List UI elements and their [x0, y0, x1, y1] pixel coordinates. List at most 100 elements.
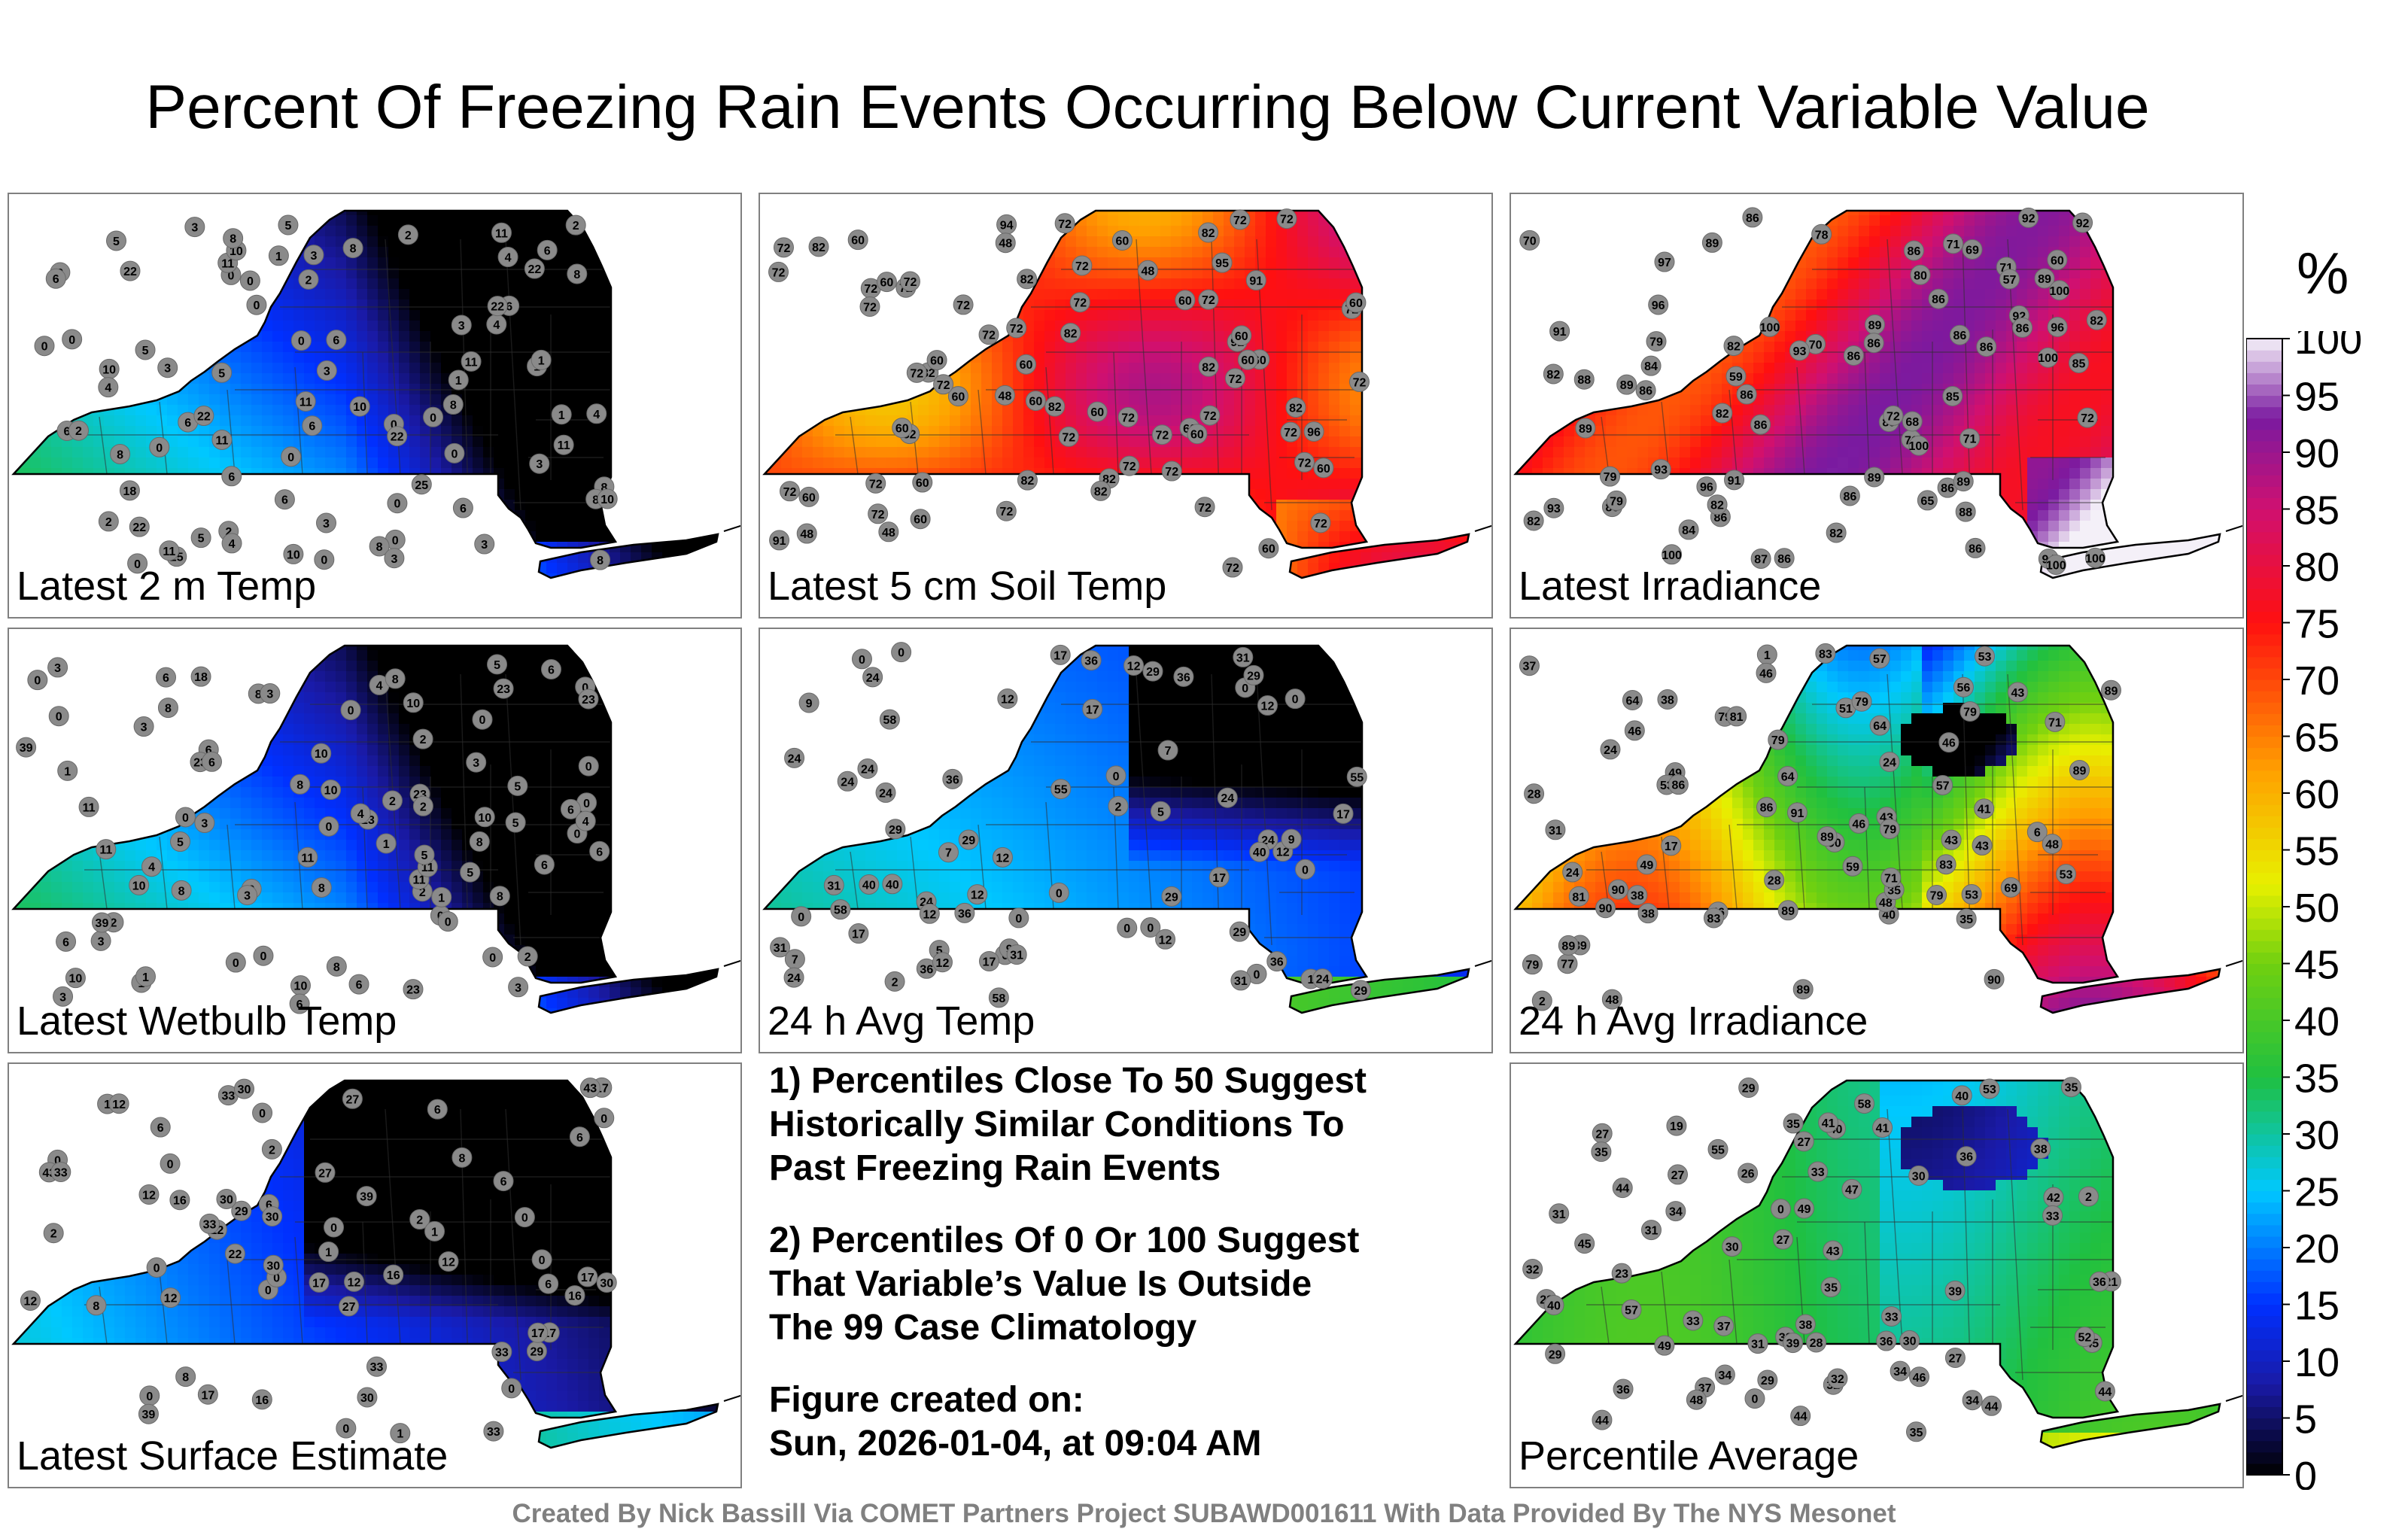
heat-cell [83, 447, 94, 458]
heat-cell [83, 247, 94, 258]
station-value: 3 [481, 539, 488, 552]
heat-cell [1339, 394, 1351, 406]
heat-cell [357, 384, 368, 395]
heat-cell [504, 521, 515, 532]
heat-cell [886, 257, 898, 269]
heat-cell [662, 211, 673, 216]
heat-cell [441, 352, 452, 363]
heat-cell [929, 268, 940, 279]
heat-cell [1002, 373, 1014, 385]
heat-cell [72, 479, 84, 490]
heat-cell [578, 479, 589, 490]
heat-cell [1382, 384, 1393, 395]
station-value: 0 [430, 412, 436, 424]
heat-cell [220, 489, 231, 500]
heat-cell [1476, 205, 1488, 216]
heat-cell [83, 268, 94, 279]
heat-cell [620, 489, 631, 500]
heat-cell [802, 415, 813, 427]
heat-cell [546, 447, 558, 458]
heat-cell [813, 342, 824, 353]
heat-cell [325, 394, 336, 406]
heat-cell [14, 331, 20, 342]
heat-cell [652, 299, 663, 311]
heat-cell [1318, 211, 1330, 216]
heat-cell [1224, 457, 1235, 469]
heat-cell [641, 405, 652, 416]
heat-cell [430, 616, 442, 619]
heat-cell [1455, 468, 1467, 479]
heat-cell [83, 363, 94, 374]
heat-cell [251, 215, 263, 226]
heat-cell [781, 299, 792, 311]
heat-cell [1413, 405, 1424, 416]
heat-cell [1445, 405, 1456, 416]
heat-cell [1403, 384, 1414, 395]
heat-cell [146, 542, 157, 553]
heat-cell [483, 605, 494, 616]
heat-cell [188, 236, 199, 248]
heat-cell [1076, 342, 1087, 353]
heat-cell [430, 352, 442, 363]
heat-cell [1224, 394, 1235, 406]
heat-cell [1287, 331, 1298, 342]
heat-cell [346, 521, 357, 532]
heat-cell [515, 363, 526, 374]
heat-cell [536, 384, 547, 395]
station-value: 2 [75, 425, 82, 438]
heat-cell [199, 194, 210, 205]
station-marker: 4 [586, 403, 607, 424]
heat-cell [399, 215, 410, 226]
station-marker: 1 [448, 369, 469, 391]
heat-cell [209, 447, 220, 458]
heat-cell [1171, 211, 1182, 216]
heat-cell [178, 278, 189, 290]
heat-cell [430, 211, 442, 216]
heat-cell [241, 479, 252, 490]
heat-cell [388, 226, 400, 237]
heat-cell [1424, 257, 1435, 269]
heat-cell [886, 211, 898, 216]
heat-cell [855, 331, 866, 342]
heat-cell [771, 436, 782, 448]
heat-cell [357, 194, 368, 205]
heat-cell [546, 605, 558, 616]
heat-cell [72, 531, 84, 543]
heat-cell [834, 215, 845, 226]
heat-cell [378, 384, 389, 395]
heat-cell [1034, 447, 1045, 458]
heat-cell [494, 436, 505, 448]
heat-cell [950, 268, 961, 279]
heat-cell [939, 247, 950, 258]
heat-cell [557, 299, 568, 311]
heat-cell [430, 426, 442, 437]
heat-cell [20, 299, 31, 311]
heat-cell [1329, 268, 1340, 279]
heat-cell [146, 247, 157, 258]
heat-cell [1087, 447, 1098, 458]
heat-cell [1234, 310, 1245, 321]
heat-cell [367, 573, 379, 578]
heat-cell [1023, 331, 1035, 342]
heat-cell [178, 489, 189, 500]
heat-cell [1287, 310, 1298, 321]
heat-cell [157, 289, 168, 300]
heat-cell [157, 215, 168, 226]
heat-cell [844, 363, 856, 374]
heat-cell [1445, 194, 1456, 205]
heat-cell [765, 479, 771, 490]
heat-cell [546, 500, 558, 511]
heat-cell [262, 457, 273, 469]
heat-cell [1097, 331, 1108, 342]
heat-cell [631, 211, 642, 216]
heat-cell [1455, 384, 1467, 395]
heat-cell [420, 363, 431, 374]
heat-cell [897, 236, 908, 248]
heat-cell [641, 489, 652, 500]
heat-cell [1202, 321, 1214, 332]
heat-cell [135, 289, 147, 300]
heat-cell [409, 384, 421, 395]
heat-cell [652, 394, 663, 406]
heat-cell [1108, 457, 1119, 469]
heat-cell [725, 552, 737, 564]
